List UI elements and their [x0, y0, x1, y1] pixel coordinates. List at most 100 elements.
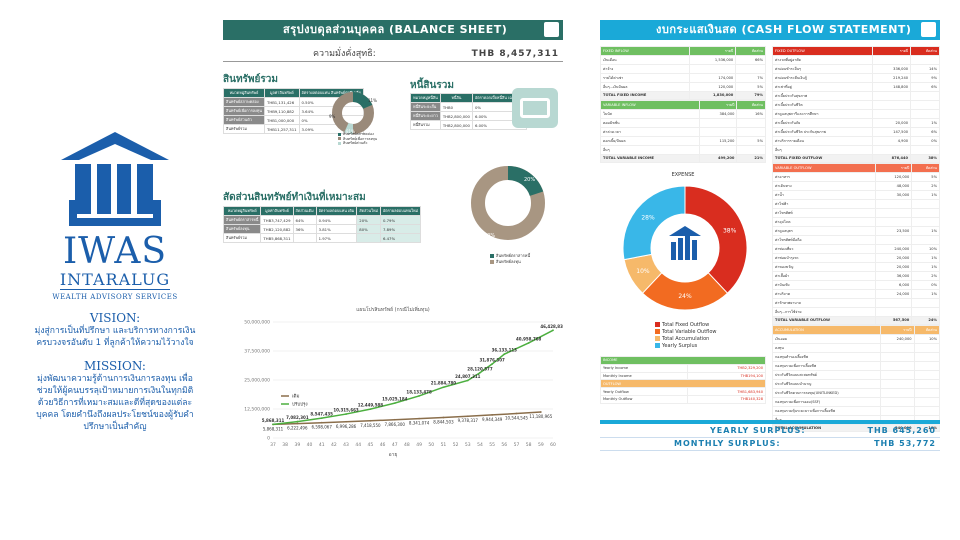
donut-label: 28%	[641, 214, 655, 221]
vision-title: VISION:	[89, 311, 141, 325]
data-point	[393, 402, 396, 405]
cashflow-row: กองทุนรวมเพื่อการออม(SSF)	[772, 396, 941, 407]
projection-line-chart: แผนโปรสินทรัพย์ (กรณีไม่เพิ่มทุน) 0 12,50…	[244, 306, 563, 458]
cashflow-row: ค่าอาหาร 120,000 5%	[772, 171, 940, 182]
data-label: 7,866,300	[385, 422, 406, 427]
data-label: 15,025,184	[382, 397, 408, 402]
expense-donut: 38% 24% 10% 28%	[622, 185, 748, 311]
cashflow-row: รายได้ค่าเช่า 174,000 7%	[600, 73, 766, 83]
cashflow-row: ประกันชีวิตแบบบำนาญ	[772, 378, 941, 389]
data-label: 7,082,301	[286, 415, 309, 420]
x-tick-label: 44	[355, 442, 361, 448]
cashflow-header-row: FIXED OUTFLOW รายปี สัดส่วน	[772, 46, 940, 56]
allocation-table: หมวดหมู่สินทรัพย์ มูลค่าสินทรัพย์ สัดส่วนเ…	[222, 206, 422, 243]
x-tick-label: 47	[392, 442, 398, 448]
allocation-label: สัดส่วนสินทรัพย์ทำเงินที่เหมาะสม	[223, 192, 366, 203]
x-tick-label: 53	[465, 442, 471, 448]
cashflow-header-row: VARIABLE INFLOW รายปี สัดส่วน	[600, 99, 766, 110]
surplus-divider	[600, 420, 940, 424]
allocation-pie-legend: สินทรัพย์ตราสารหนี้ สินทรัพย์ลงทุน	[490, 253, 530, 265]
data-point	[466, 415, 469, 418]
brand-panel: IWAS INTARALUG WEALTH ADVISORY SERVICES …	[30, 130, 200, 433]
cashflow-row: อื่นๆ...การใช้จ่าย	[772, 306, 940, 317]
cashflow-total-row: TOTAL FIXED OUTFLOW 876,440 38%	[772, 154, 940, 163]
cashflow-row: ค่าน้ำ 30,000 1%	[772, 189, 940, 200]
cashflow-row: ค่าล่วงเวลา	[600, 126, 766, 137]
data-label: 24,807,311	[455, 374, 481, 379]
series-line	[272, 411, 541, 426]
data-label: 46,428,834	[540, 324, 563, 329]
data-point	[320, 421, 323, 424]
cashflow-header-row: FIXED INFLOW รายปี สัดส่วน	[600, 46, 766, 56]
x-tick-label: 50	[428, 442, 434, 448]
cashflow-row: เงินเดือน 1,536,000 66%	[600, 55, 766, 65]
cashflow-row: ค่าของขวัญ 20,000 1%	[772, 261, 940, 272]
cashflow-row: ค่ารักษาพยาบาล	[772, 297, 940, 308]
data-point	[345, 413, 347, 415]
data-label: 18,133,478	[406, 389, 432, 394]
data-point	[320, 417, 323, 420]
liabilities-table: หมวดหมู่หนี้สิน หนี้สิน อัตราดอกเบี้ยหนี้ส…	[410, 93, 527, 130]
data-label: 11,180,965	[529, 414, 552, 419]
data-label: 8,341,074	[409, 421, 430, 426]
wallet-icon	[512, 88, 558, 128]
x-tick-label: 56	[501, 442, 507, 448]
data-label: 8,844,503	[433, 419, 454, 424]
cashflow-row: เงินออม 240,000 10%	[772, 333, 941, 344]
balance-header: สรุปงบดุลส่วนบุคคล (BALANCE SHEET)	[223, 20, 563, 40]
x-tick-label: 59	[538, 442, 544, 448]
cashflow-row: ค่าเบี้ยประกันสุขภาพ	[772, 91, 940, 101]
x-tick-label: 57	[514, 442, 520, 448]
cashflow-row: ดอกเบี้ย/ปันผล 115,200 5%	[600, 135, 766, 146]
y-tick-label: 12,500,000	[244, 407, 270, 413]
series-line	[272, 329, 554, 426]
cashflow-row: ประกันชีวิตแบบสะสมทรัพย์	[772, 369, 941, 380]
yearly-surplus-row: YEARLY SURPLUS: THB 645,260	[600, 424, 940, 438]
data-point	[491, 414, 494, 416]
data-point	[369, 419, 372, 422]
y-tick-label: 0	[267, 436, 270, 442]
x-tick-label: 41	[319, 442, 325, 448]
cashflow-row: กองทุนรวมเพื่อการเลี้ยงชีพ	[772, 360, 941, 371]
cashflow-row: อื่นๆ	[600, 144, 766, 155]
expense-label: EXPENSE	[671, 172, 695, 178]
cashflow-row: กองทุนรวมหุ้นระยะยาวเพื่อการเลี้ยงชีพ	[772, 405, 941, 416]
cashflow-title: งบกระแสเงินสด (CASH FLOW STATEMENT)	[600, 20, 940, 40]
mission-text: มุ่งพัฒนาความรู้ด้านการเงินการลงทุน เพื่…	[36, 374, 194, 432]
cashflow-row: อื่นๆ...เงินปันผล 120,000 5%	[600, 82, 766, 92]
x-tick-label: 45	[368, 442, 374, 448]
liabilities-label: หนี้สินรวม	[410, 80, 454, 91]
cashflow-row: ค่าเดินทาง 48,000 2%	[772, 180, 940, 191]
cashflow-row: ค่าโทรศัพท์มือถือ	[772, 234, 940, 245]
data-label: 5,868,311	[263, 426, 284, 431]
net-worth-row: ความมั่งคั่งสุทธิ: THB 8,457,311	[223, 46, 563, 62]
cashflow-total-row: TOTAL ACCUMULATION 240,000 10%	[772, 423, 941, 433]
x-tick-label: 52	[453, 442, 459, 448]
x-tick-label: 39	[294, 442, 300, 448]
cashflow-total-row: TOTAL VARIABLE INCOME 499,200 21%	[600, 153, 766, 163]
x-tick-label: 37	[270, 442, 276, 448]
expense-legend: Total Fixed Outflow Total Variable Outfl…	[655, 322, 716, 350]
cashflow-row: ค่าเบี้ยประกันชีวิต ประกันสุขภาพ 147,500 6…	[772, 127, 940, 137]
data-point	[296, 420, 299, 423]
data-point	[418, 417, 420, 420]
brand-subname: INTARALUG	[59, 270, 171, 290]
x-tick-label: 58	[526, 442, 532, 448]
data-label: 9,944,349	[482, 417, 503, 422]
net-worth-value: THB 8,457,311	[471, 49, 559, 59]
data-label: 6,222,496	[287, 426, 308, 431]
allocation-pie: 20% 80%	[471, 166, 545, 240]
cashflow-row: อื่นๆ	[772, 145, 940, 155]
cashflow-row: โบนัส 384,000 16%	[600, 108, 766, 119]
data-point	[527, 342, 530, 344]
data-label: 5,868,311	[262, 418, 285, 423]
x-tick-label: 51	[441, 442, 447, 448]
brand-tagline: WEALTH ADVISORY SERVICES	[52, 293, 178, 301]
svg-text:81%: 81%	[346, 129, 355, 134]
data-label: 6,996,286	[336, 424, 357, 429]
cashflow-row: ค่าผ่อนชำระคืนเงินกู้ 219,240 9%	[772, 73, 940, 83]
donut-label: 24%	[678, 293, 692, 300]
chart-icon	[544, 22, 559, 37]
y-tick-label: 37,500,000	[244, 349, 270, 355]
cashflow-row: ค่าเช่าที่อยู่ 148,800 6%	[772, 82, 940, 92]
